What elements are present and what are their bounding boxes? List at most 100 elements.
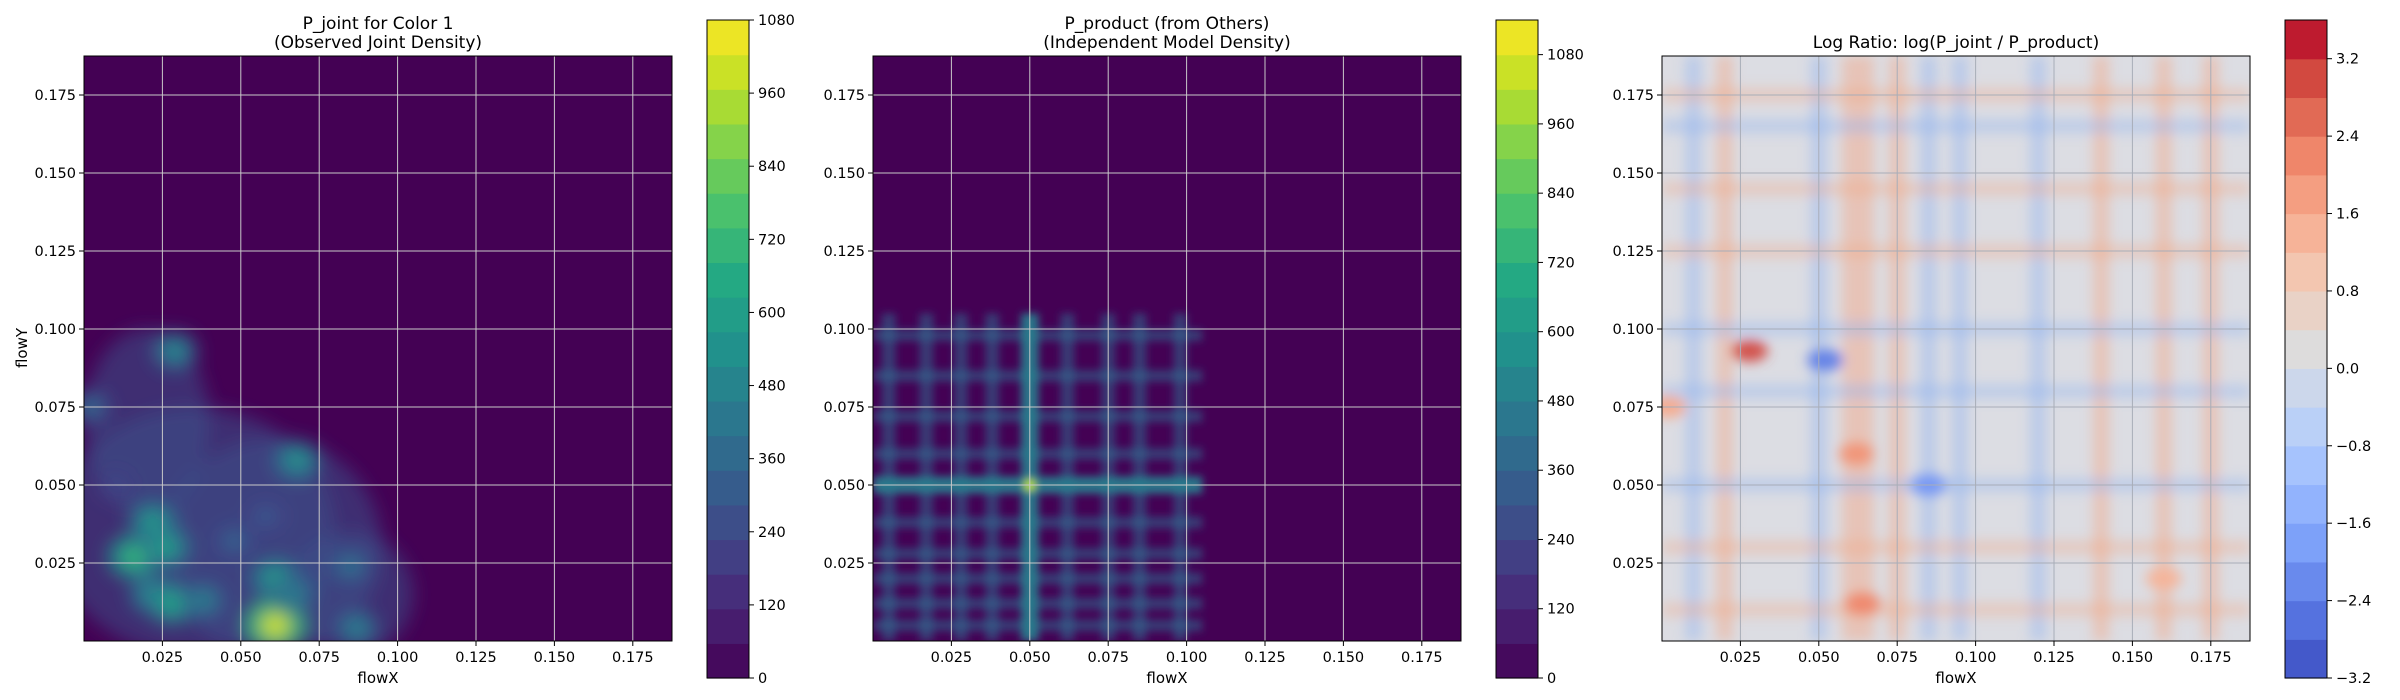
colorbar-tick-label: −0.8 — [2336, 439, 2371, 455]
colorbar-band — [707, 89, 749, 125]
colorbar-band — [2285, 407, 2327, 447]
ratio-band-positive — [1662, 181, 2250, 196]
ratio-hotspot — [1807, 349, 1844, 372]
colorbar-tick-label: 240 — [1547, 532, 1575, 548]
ratio-band-negative — [2030, 56, 2047, 641]
colorbar-band — [2285, 20, 2327, 60]
y-axis-label: flowY — [13, 327, 31, 368]
colorbar-band — [707, 20, 749, 56]
density-core — [164, 341, 186, 360]
ratio-hotspot — [2145, 567, 2182, 590]
plot-background — [873, 56, 1461, 641]
y-tick-label: 0.075 — [823, 400, 865, 416]
density-core — [284, 585, 305, 603]
chart-title: P_product (from Others) — [1065, 14, 1270, 34]
ratio-band-positive — [1662, 602, 2250, 617]
colorbar-tick-label: 240 — [758, 525, 786, 541]
y-tick-label: 0.075 — [34, 400, 76, 416]
colorbar-band — [1496, 297, 1538, 333]
density-core — [122, 546, 146, 568]
y-tick-label: 0.125 — [823, 244, 865, 260]
colorbar-band — [707, 574, 749, 610]
ratio-band-positive — [1716, 56, 1733, 641]
y-axis-ticks: 0.025 0.050 0.075 0.100 0.125 0.150 0.175 — [823, 88, 873, 572]
ratio-texture — [1662, 56, 2250, 641]
y-tick-label: 0.025 — [823, 556, 865, 572]
x-tick-label: 0.025 — [931, 650, 973, 666]
colorbar-tick-label: −2.4 — [2336, 594, 2371, 610]
colorbar-band — [1496, 193, 1538, 229]
density-core — [154, 537, 177, 558]
density-core — [346, 619, 367, 638]
ratio-band-negative — [1951, 56, 1968, 641]
y-tick-label: 0.100 — [823, 322, 865, 338]
density-core — [341, 557, 361, 575]
colorbar-band — [707, 435, 749, 471]
x-tick-label: 0.175 — [612, 650, 654, 666]
x-tick-label: 0.150 — [1323, 650, 1365, 666]
colorbar-frame — [1495, 19, 1539, 679]
y-tick-label: 0.025 — [1612, 556, 1654, 572]
x-tick-label: 0.025 — [1720, 650, 1762, 666]
x-tick-label: 0.125 — [2033, 650, 2075, 666]
density-haze — [84, 329, 210, 517]
colorbar-band — [1496, 158, 1538, 194]
colorbar-band — [2285, 174, 2327, 215]
colorbar-tick-label: 600 — [1547, 325, 1575, 341]
colorbar-band — [707, 608, 749, 644]
colorbar-band — [707, 400, 749, 437]
x-tick-label: 0.175 — [1401, 650, 1443, 666]
y-tick-label: 0.050 — [823, 478, 865, 494]
ratio-band-positive — [2155, 56, 2172, 641]
colorbar-band — [1496, 470, 1538, 506]
colorbar-band — [2285, 484, 2327, 524]
colorbar-band — [2285, 136, 2327, 176]
y-tick-label: 0.175 — [823, 88, 865, 104]
density-core — [261, 613, 290, 638]
colorbar-band — [1496, 539, 1538, 575]
colorbar-tick-label: 840 — [1547, 186, 1575, 202]
colorbar-band — [1496, 608, 1538, 644]
y-tick-label: 0.125 — [34, 244, 76, 260]
colorbar-band — [2285, 523, 2327, 563]
ratio-band-positive — [2093, 56, 2110, 641]
y-tick-label: 0.025 — [34, 556, 76, 572]
colorbar-tick-label: 1080 — [758, 13, 795, 29]
colorbar-tick-label: 360 — [1547, 463, 1575, 479]
y-tick-label: 0.050 — [34, 478, 76, 494]
ratio-band-positive — [1662, 540, 2250, 555]
ratio-band-positive — [1857, 56, 1874, 641]
colorbar-band — [1496, 54, 1538, 90]
y-tick-label: 0.100 — [1612, 322, 1654, 338]
colorbar-band — [707, 262, 749, 298]
x-axis-label: flowX — [357, 669, 398, 687]
plot-frame — [83, 55, 673, 642]
y-tick-label: 0.075 — [1612, 400, 1654, 416]
x-tick-label: 0.025 — [142, 650, 184, 666]
colorbar-frame — [706, 19, 750, 679]
x-tick-label: 0.050 — [220, 650, 262, 666]
ratio-hotspot — [1731, 339, 1768, 362]
y-tick-label: 0.050 — [1612, 478, 1654, 494]
chart-subtitle: (Independent Model Density) — [1043, 33, 1291, 53]
colorbar-band — [1496, 227, 1538, 264]
grid-lines — [84, 56, 672, 641]
density-core — [193, 591, 214, 610]
y-tick-label: 0.150 — [1612, 166, 1654, 182]
y-tick-label: 0.125 — [1612, 244, 1654, 260]
colorbar-band — [1496, 574, 1538, 610]
colorbar-band — [707, 123, 749, 160]
colorbar-tick-label: 1.6 — [2336, 207, 2359, 223]
density-core — [286, 450, 308, 470]
colorbar-band — [2285, 213, 2327, 253]
colorbar-band — [707, 539, 749, 575]
colorbar-tick-label: 840 — [758, 159, 786, 175]
colorbar-band — [2285, 290, 2327, 331]
panel-log-ratio: Log Ratio: log(P_joint / P_product) 0.02… — [1612, 19, 2371, 687]
ratio-band-positive — [1842, 56, 1859, 641]
y-axis-ticks: 0.025 0.050 0.075 0.100 0.125 0.150 0.175 — [1612, 88, 1662, 572]
colorbar-band — [1496, 435, 1538, 471]
colorbar-band — [707, 193, 749, 229]
colorbar-band — [707, 470, 749, 506]
y-tick-label: 0.100 — [34, 322, 76, 338]
